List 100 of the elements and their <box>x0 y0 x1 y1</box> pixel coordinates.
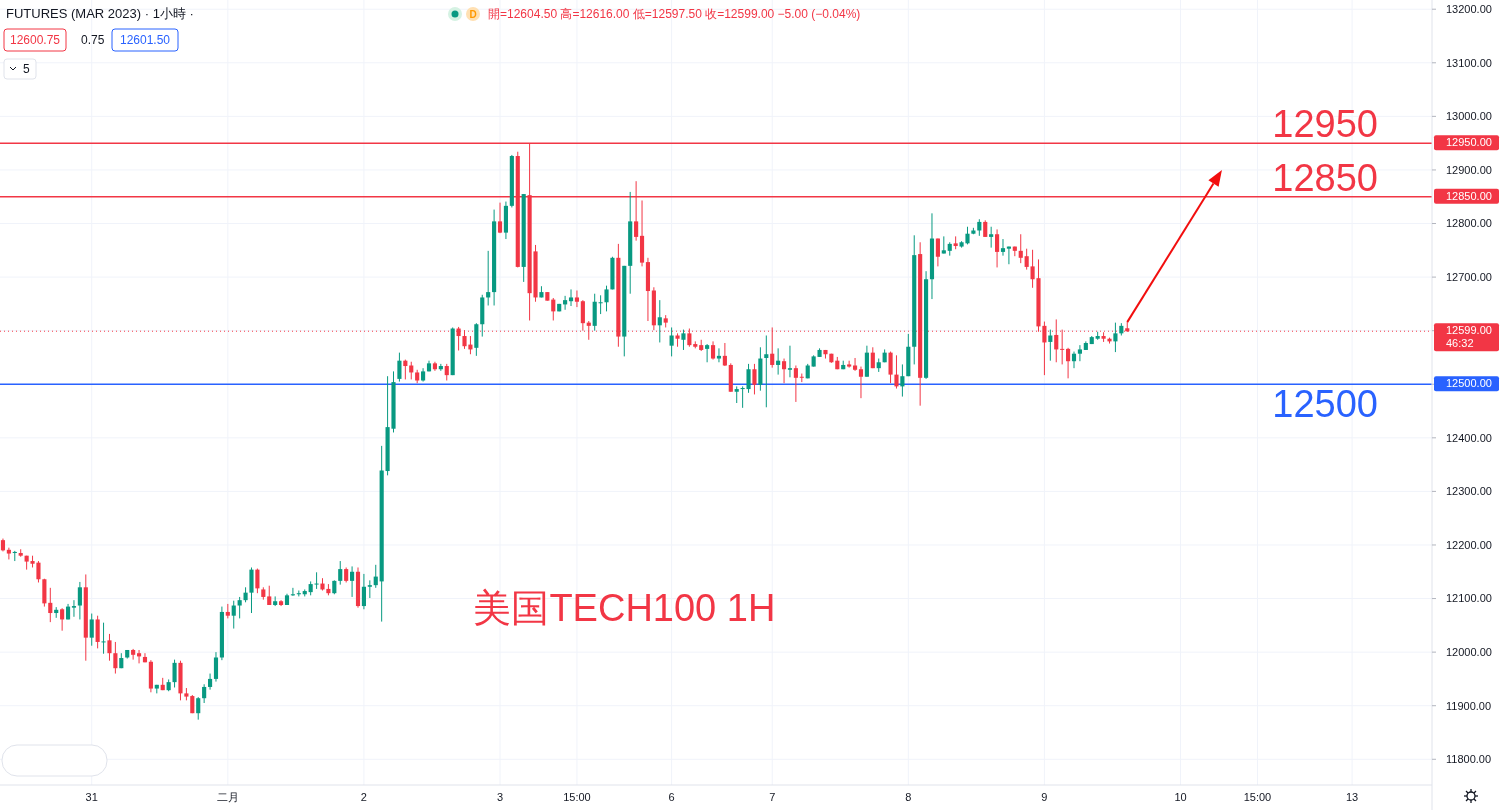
candlestick <box>657 299 662 343</box>
ref-line-label: 12850.00 <box>1446 189 1492 202</box>
annotation: 12600.75 <box>9 33 61 47</box>
candlestick <box>208 673 213 691</box>
y-tick-label: 13000.00 <box>1446 110 1492 123</box>
annotation: 12500 <box>1272 383 1378 426</box>
candlestick <box>770 326 775 369</box>
candlestick <box>900 363 905 398</box>
x-tick-label: 10 <box>1174 791 1187 803</box>
candlestick <box>474 322 479 357</box>
candlestick <box>1000 238 1006 257</box>
x-tick-label: 13 <box>1345 791 1359 803</box>
y-tick-label: 12400.00 <box>1446 431 1492 444</box>
candlestick <box>852 357 858 372</box>
candlestick <box>888 351 893 384</box>
candlestick <box>574 289 580 308</box>
x-tick-label: 7 <box>769 791 776 803</box>
annotation: 5 <box>23 62 30 76</box>
candlestick <box>71 599 77 618</box>
x-tick-label: 15:00 <box>1243 791 1272 803</box>
candlestick <box>989 226 994 249</box>
x-tick-label: 6 <box>668 791 675 803</box>
candlestick <box>586 320 591 341</box>
candlestick <box>338 560 343 586</box>
x-tick-label: 15:00 <box>563 791 591 803</box>
candlestick <box>1054 318 1059 363</box>
candlestick <box>858 366 864 399</box>
chart-subtitle: 開=12604.50 高=12616.00 低=12597.50 收=12599.00 −5.00 (−0.04%) <box>488 7 861 21</box>
candlestick <box>89 613 94 647</box>
candlestick <box>95 615 100 649</box>
candlestick <box>710 340 716 361</box>
candlestick <box>722 342 727 367</box>
candlestick <box>1018 233 1023 264</box>
annotation: 美国TECH100 1H <box>473 587 776 630</box>
candlestick <box>681 329 686 351</box>
chart-title: FUTURES (MAR 2023) · 1小時 · <box>6 6 194 21</box>
candlestick <box>361 573 366 610</box>
candlestick <box>1024 248 1029 271</box>
candlestick <box>1071 351 1077 369</box>
annotation: 12950 <box>1272 103 1378 146</box>
candlestick <box>403 359 408 380</box>
ref-line-label: 12599.00 46:32 <box>1446 324 1492 350</box>
candlestick <box>1048 329 1053 362</box>
candlestick <box>551 297 556 321</box>
x-tick-label: 3 <box>496 791 504 803</box>
candlestick <box>497 202 503 234</box>
candlestick <box>847 360 852 369</box>
candlestick <box>486 250 491 306</box>
candlestick <box>894 354 899 390</box>
candlestick <box>60 607 65 632</box>
x-tick-label: 31 <box>85 791 98 803</box>
candlestick <box>598 294 603 315</box>
y-tick-label: 12000.00 <box>1446 645 1492 658</box>
candlestick <box>101 622 106 655</box>
candlestick <box>231 600 236 630</box>
candlestick <box>255 568 260 594</box>
candlestick <box>995 228 1000 268</box>
candlestick <box>752 363 757 395</box>
candlestick <box>48 587 53 623</box>
candlestick <box>113 641 118 675</box>
candlestick <box>764 334 769 408</box>
candlestick <box>249 566 254 614</box>
candlestick <box>1066 347 1071 379</box>
y-tick-label: 11800.00 <box>1446 753 1492 766</box>
candlestick <box>716 347 722 363</box>
candlestick <box>290 587 295 597</box>
candlestick <box>604 285 609 312</box>
candlestick <box>107 633 112 662</box>
candlestick <box>705 343 710 363</box>
x-tick-label: 二月 <box>216 791 239 803</box>
annotation: D <box>469 9 477 20</box>
candlestick <box>793 365 798 403</box>
candlestick <box>237 596 242 619</box>
y-tick-label: 13200.00 <box>1446 3 1492 16</box>
y-tick-label: 13100.00 <box>1446 56 1492 69</box>
x-tick-label: 2 <box>360 791 367 803</box>
annotation: 12601.50 <box>119 33 171 47</box>
y-tick-label: 12200.00 <box>1446 538 1492 551</box>
candlestick <box>213 651 219 683</box>
candlestick <box>131 648 136 661</box>
y-tick-label: 12800.00 <box>1446 217 1492 230</box>
candlestick <box>1113 322 1118 353</box>
candlestick <box>1077 344 1082 362</box>
y-tick-label: 11900.00 <box>1446 699 1492 712</box>
ref-line-label: 12500.00 <box>1446 377 1492 390</box>
candlestick <box>77 581 82 620</box>
candlestick <box>202 683 207 704</box>
candlestick <box>267 585 272 606</box>
candlestick <box>397 352 402 383</box>
candlestick <box>935 238 940 267</box>
candlestick <box>787 345 793 378</box>
annotation: 12850 <box>1272 156 1378 199</box>
y-tick-label: 12100.00 <box>1446 592 1492 605</box>
candlestick <box>568 288 574 307</box>
candlestick <box>196 696 201 721</box>
y-tick-label: 12700.00 <box>1446 270 1492 283</box>
y-tick-label: 12300.00 <box>1446 485 1492 498</box>
candlestick <box>6 547 11 560</box>
candlestick <box>12 550 17 562</box>
ref-line-label: 12950.00 <box>1446 136 1492 149</box>
